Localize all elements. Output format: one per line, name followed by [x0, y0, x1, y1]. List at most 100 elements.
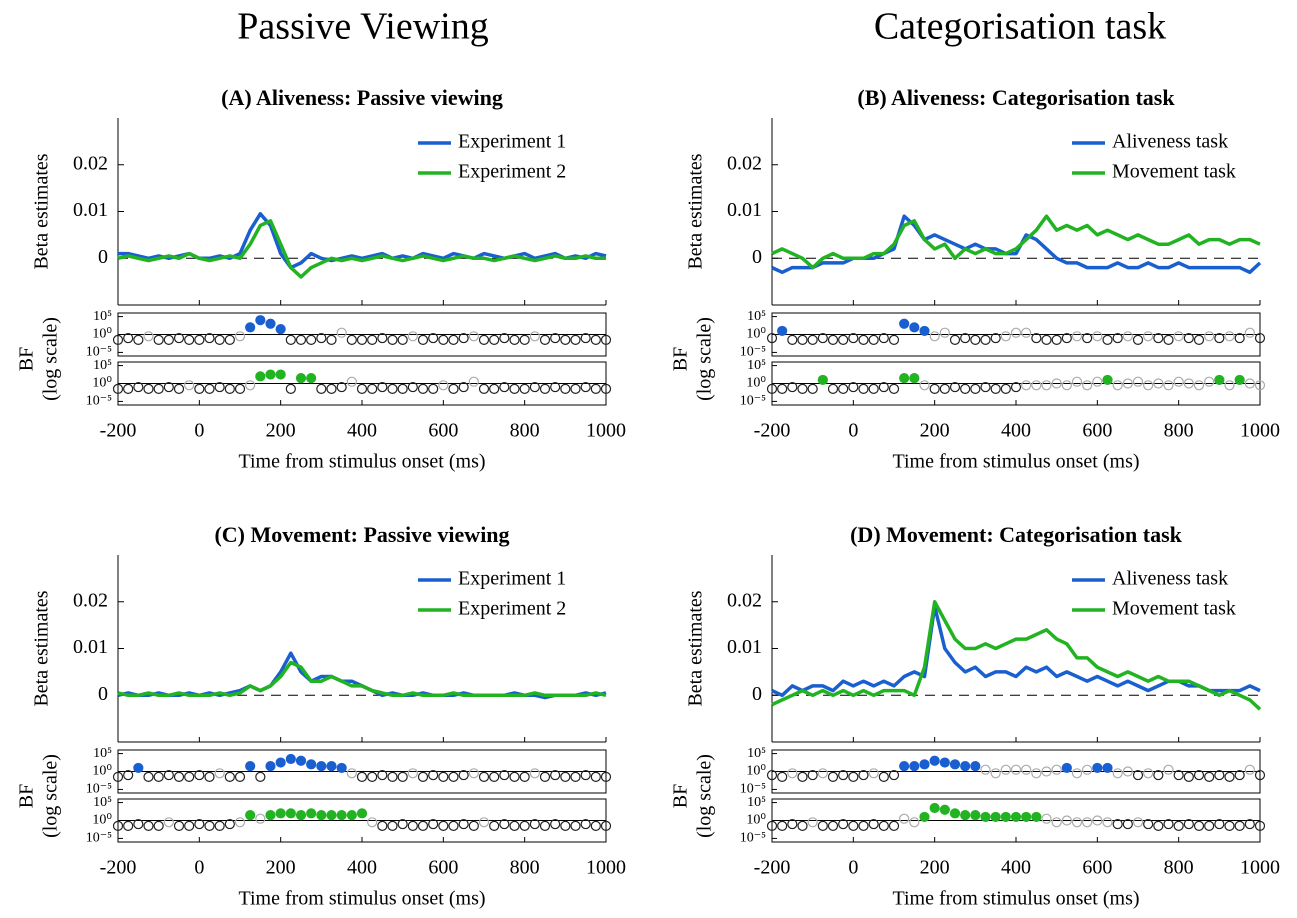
bf-point: [1102, 762, 1113, 774]
bf-point: [1204, 820, 1215, 831]
bf-point: [1041, 813, 1052, 824]
bf-tick-label: 10⁰: [746, 764, 766, 779]
bf-point: [285, 334, 296, 345]
bf-point: [438, 380, 449, 391]
bf-tick-label: 10⁻⁵: [740, 394, 766, 409]
column-header: Categorisation task: [874, 6, 1166, 48]
bf-point: [1193, 380, 1205, 391]
bf-point: [888, 769, 900, 781]
bf-point: [143, 820, 154, 831]
bf-point: [295, 334, 307, 345]
bf-point: [1021, 380, 1032, 391]
bf-point: [428, 332, 439, 344]
bf-point: [529, 331, 540, 342]
bf-point: [163, 381, 174, 393]
bf-point: [1153, 769, 1164, 781]
bf-tick-label: 10⁰: [92, 327, 112, 342]
y-tick-label: 0: [752, 683, 762, 705]
bf-point: [1010, 764, 1022, 775]
bf-tick-label: 10⁰: [746, 327, 766, 342]
bf-point: [529, 381, 540, 393]
bf-point: [1224, 331, 1235, 342]
bf-point: [827, 383, 839, 394]
series-line: [771, 214, 1262, 275]
bf-point: [807, 383, 818, 394]
bf-point: [878, 332, 889, 344]
bf-point: [204, 332, 215, 344]
bf-point: [397, 818, 408, 830]
bf-point: [980, 811, 991, 823]
bf-point: [194, 818, 205, 830]
bf-point: [1254, 380, 1266, 391]
bf-point: [468, 331, 479, 342]
bf-point: [797, 334, 808, 345]
bf-point: [509, 771, 520, 782]
bf-point: [224, 334, 235, 345]
bf-point: [777, 771, 788, 782]
bf-point: [1153, 332, 1164, 344]
bf-point: [539, 771, 551, 782]
bf-point: [204, 383, 215, 394]
bf-point: [173, 332, 185, 344]
legend-label: Experiment 2: [458, 598, 566, 620]
bf-axis-label: BF: [670, 784, 692, 808]
legend-label: Movement task: [1112, 598, 1236, 620]
y-axis-label: Beta estimates: [31, 590, 53, 706]
bf-point: [878, 820, 889, 831]
bf-point: [766, 769, 778, 781]
x-tick-label: 600: [1082, 420, 1112, 442]
bf-point: [1183, 818, 1194, 830]
bf-tick-label: 10⁰: [92, 376, 112, 391]
bf-point: [1132, 817, 1144, 828]
bf-point: [817, 332, 828, 344]
bf-point: [326, 383, 337, 394]
bf-point: [1122, 331, 1133, 342]
bf-point: [407, 381, 418, 393]
bf-point: [1051, 764, 1062, 775]
bf-point: [1112, 380, 1123, 391]
bf-point: [980, 381, 991, 393]
bf-point: [868, 383, 879, 394]
bf-point: [560, 334, 571, 345]
bf-point: [367, 334, 378, 345]
bf-tick-label: 10⁰: [92, 813, 112, 828]
bf-point: [1071, 331, 1083, 342]
bf-point: [1183, 378, 1194, 389]
bf-point: [336, 810, 347, 821]
bf-point: [807, 334, 818, 345]
bf-point: [888, 383, 900, 394]
bf-tick-label: 10⁻⁵: [86, 394, 112, 409]
bf-point: [1112, 768, 1123, 779]
bf-point: [1092, 376, 1103, 387]
bf-point: [1163, 764, 1174, 775]
bf-point: [387, 771, 398, 782]
bf-point: [255, 371, 266, 382]
bf-point: [367, 817, 378, 828]
bf-axis-label: (log scale): [40, 317, 62, 401]
x-tick-label: 200: [266, 857, 296, 879]
bf-point: [919, 325, 930, 337]
bf-point: [868, 818, 879, 830]
series-line: [771, 214, 1261, 270]
bf-point: [1071, 376, 1083, 387]
bf-point: [787, 334, 798, 345]
bf-point: [580, 818, 591, 830]
bf-point: [787, 818, 798, 830]
bf-point: [489, 820, 500, 831]
bf-point: [980, 764, 991, 775]
bf-point: [448, 820, 459, 831]
bf-point: [509, 383, 520, 394]
series-line: [117, 651, 607, 700]
bf-point: [377, 381, 388, 393]
bf-point: [1143, 331, 1154, 342]
x-tick-label: 600: [428, 857, 458, 879]
bf-point: [899, 761, 910, 772]
bf-point: [387, 383, 398, 394]
bf-tick-label: 10⁻⁵: [86, 782, 112, 797]
bf-point: [448, 383, 459, 394]
bf-axis-label: (log scale): [694, 754, 716, 838]
bf-point: [153, 771, 164, 782]
bf-point: [560, 820, 571, 831]
bf-point: [214, 820, 225, 831]
